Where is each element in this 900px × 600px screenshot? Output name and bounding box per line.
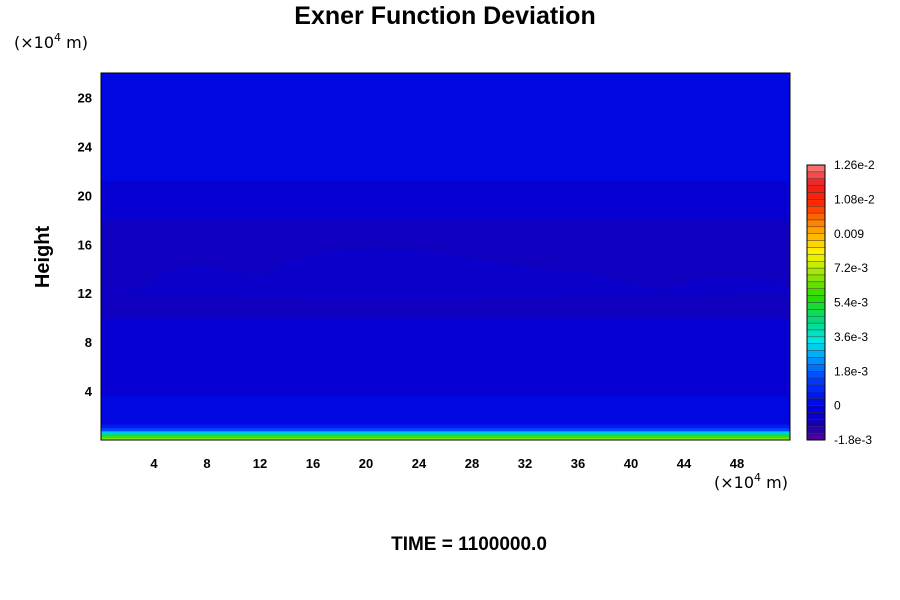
colorbar-tick-label: 1.26e-2 (834, 158, 875, 172)
y-tick-label: 8 (85, 335, 92, 350)
x-tick-label: 28 (465, 456, 479, 471)
time-label: TIME = 1100000.0 (391, 534, 547, 555)
x-tick-label: 20 (359, 456, 373, 471)
colorbar-level (806, 178, 826, 186)
y-tick-label: 24 (78, 139, 93, 154)
y-tick-label: 4 (85, 384, 93, 399)
colorbar-level (806, 398, 826, 406)
colorbar-level (806, 405, 826, 413)
colorbar-level (806, 322, 826, 331)
x-tick-label: 24 (412, 456, 427, 471)
x-tick-label: 12 (253, 456, 267, 471)
colorbar-tick-label: 7.2e-3 (834, 261, 868, 275)
colorbar-level (806, 350, 826, 358)
colorbar-tick-label: 1.8e-3 (834, 364, 868, 378)
colorbar-tick-label: 1.08e-2 (834, 192, 875, 206)
x-axis-ticks: 4 8 12 16 20 24 28 32 36 40 44 48 (150, 456, 744, 471)
x-tick-label: 48 (730, 456, 744, 471)
colorbar-level (806, 364, 826, 372)
colorbar-level (806, 171, 826, 179)
colorbar-tick-label: -1.8e-3 (834, 433, 872, 447)
colorbar-level (806, 199, 826, 207)
y-tick-label: 16 (78, 237, 92, 252)
colorbar-level (806, 357, 826, 365)
x-tick-label: 4 (150, 456, 158, 471)
colorbar-level (806, 419, 826, 427)
x-axis-unit: (×104 m) (714, 471, 788, 492)
x-tick-label: 16 (306, 456, 320, 471)
y-axis-unit: (×104 m) (14, 31, 88, 52)
colorbar-level (806, 212, 826, 221)
colorbar-labels: 1.26e-2 1.08e-2 0.009 7.2e-3 5.4e-3 3.6e-3 1.8… (834, 158, 875, 447)
y-axis-label: Height (32, 226, 54, 289)
colorbar-tick-label: 0.009 (834, 227, 864, 241)
colorbar-level (806, 329, 826, 338)
colorbar-level (806, 426, 826, 434)
colorbar-level (806, 302, 826, 310)
colorbar-tick-label: 3.6e-3 (834, 330, 868, 344)
colorbar-level (806, 281, 826, 289)
contour-band-9 (101, 180, 790, 221)
colorbar-level (806, 185, 826, 193)
y-tick-label: 20 (78, 188, 92, 203)
x-tick-label: 36 (571, 456, 585, 471)
colorbar-level (806, 274, 826, 283)
y-tick-label: 28 (78, 90, 92, 105)
contour-band-3 (101, 430, 790, 434)
contour-band-4 (101, 427, 790, 432)
x-tick-label: 32 (518, 456, 532, 471)
colorbar-level (806, 206, 826, 214)
colorbar-level (806, 371, 826, 379)
colorbar-level (806, 267, 826, 276)
x-tick-label: 40 (624, 456, 638, 471)
colorbar-level (806, 412, 826, 420)
colorbar-tick-label: 5.4e-3 (834, 296, 868, 310)
colorbar (806, 164, 826, 441)
colorbar-frame (806, 164, 826, 441)
colorbar-level (806, 226, 826, 234)
colorbar-level (806, 384, 826, 393)
colorbar-level (806, 377, 826, 386)
colorbar-level (806, 247, 826, 255)
x-tick-label: 44 (677, 456, 692, 471)
colorbar-level (806, 391, 826, 399)
plot-frame (100, 72, 791, 441)
colorbar-level (806, 336, 826, 344)
colorbar-level (806, 219, 826, 228)
colorbar-level (806, 316, 826, 324)
y-axis-ticks: 4 8 12 16 20 24 28 (78, 90, 93, 399)
colorbar-level (806, 254, 826, 262)
contour-band-1 (101, 435, 790, 439)
contour-band-5 (101, 424, 790, 429)
colorbar-level (806, 192, 826, 200)
x-tick-label: 8 (203, 456, 210, 471)
contour-band-0 (101, 438, 790, 440)
colorbar-level (806, 164, 826, 173)
colorbar-level (806, 240, 826, 248)
colorbar-level (806, 233, 826, 241)
contour-band-7 (101, 317, 790, 396)
colorbar-tick-label: 0 (834, 399, 841, 413)
contour-region (101, 248, 790, 300)
plot-area (101, 73, 790, 440)
colorbar-level (806, 432, 826, 441)
colorbar-level (806, 261, 826, 269)
colorbar-level (806, 295, 826, 303)
colorbar-level (806, 309, 826, 317)
y-tick-label: 12 (78, 286, 92, 301)
contour-band-10 (101, 73, 790, 182)
contour-band-6 (101, 394, 790, 425)
colorbar-level (806, 343, 826, 351)
colorbar-level (806, 288, 826, 296)
contour-band-2 (101, 433, 790, 437)
chart-title: Exner Function Deviation (294, 2, 595, 30)
